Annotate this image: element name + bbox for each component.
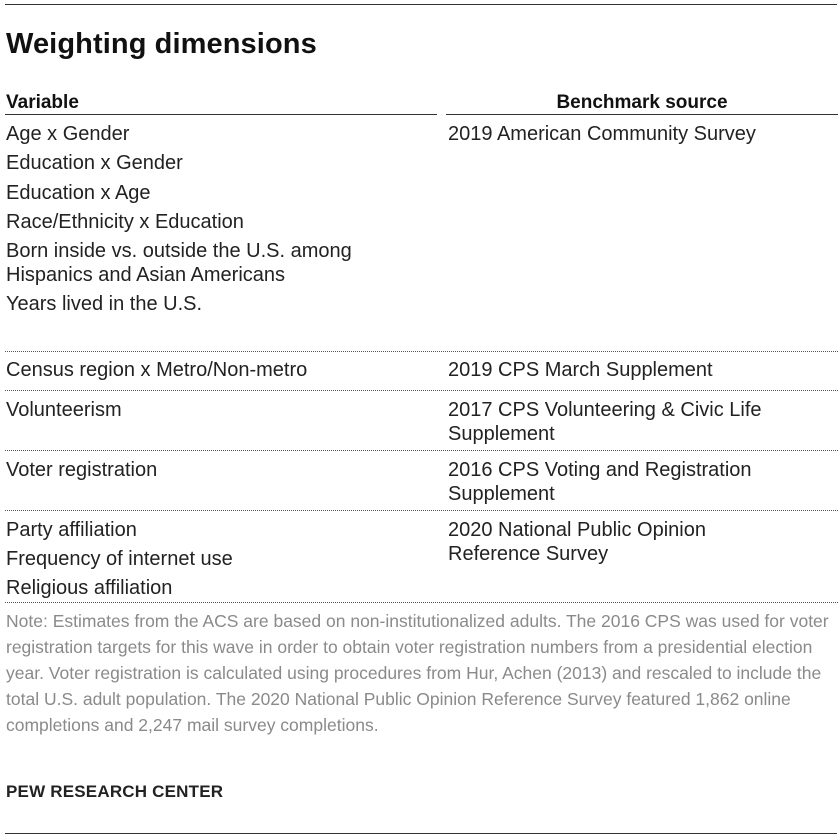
footer-source: PEW RESEARCH CENTER <box>6 782 224 801</box>
variable-column-header: Variable <box>6 92 79 113</box>
variable-volunteerism: Volunteerism <box>6 399 122 421</box>
page-title: Weighting dimensions <box>6 28 317 60</box>
variable-party-affiliation: Party affiliation <box>6 519 137 541</box>
benchmark-column-header: Benchmark source <box>556 92 728 113</box>
header-rule-right <box>446 114 838 115</box>
variable-education-age: Education x Age <box>6 182 151 204</box>
variable-voter-registration: Voter registration <box>6 459 158 481</box>
variable-age-gender: Age x Gender <box>6 123 130 145</box>
variable-born-inside-outside: Born inside vs. outside the U.S. among H… <box>6 240 352 286</box>
top-rule <box>5 4 837 5</box>
variable-education-gender: Education x Gender <box>6 152 183 174</box>
row-divider <box>5 390 838 391</box>
source-npors-2020: 2020 National Public Opinion Reference S… <box>448 519 706 565</box>
row-divider <box>5 510 838 511</box>
source-cps-march-2019: 2019 CPS March Supplement <box>448 359 713 381</box>
variable-religious-affiliation: Religious affiliation <box>6 577 173 599</box>
note-text: Note: Estimates from the ACS are based o… <box>6 611 829 735</box>
bottom-rule <box>5 833 837 834</box>
variable-race-education: Race/Ethnicity x Education <box>6 211 244 233</box>
source-acs-2019: 2019 American Community Survey <box>448 123 756 145</box>
variable-internet-use: Frequency of internet use <box>6 548 233 570</box>
row-divider <box>5 351 838 352</box>
source-cps-voting-2016: 2016 CPS Voting and Registration Supplem… <box>448 459 752 505</box>
header-rule-left <box>5 114 437 115</box>
variable-census-region-metro: Census region x Metro/Non-metro <box>6 359 308 381</box>
source-cps-volunteering-2017: 2017 CPS Volunteering & Civic Life Suppl… <box>448 399 762 445</box>
row-divider <box>5 602 838 603</box>
variable-years-lived: Years lived in the U.S. <box>6 293 203 315</box>
row-divider <box>5 450 838 451</box>
